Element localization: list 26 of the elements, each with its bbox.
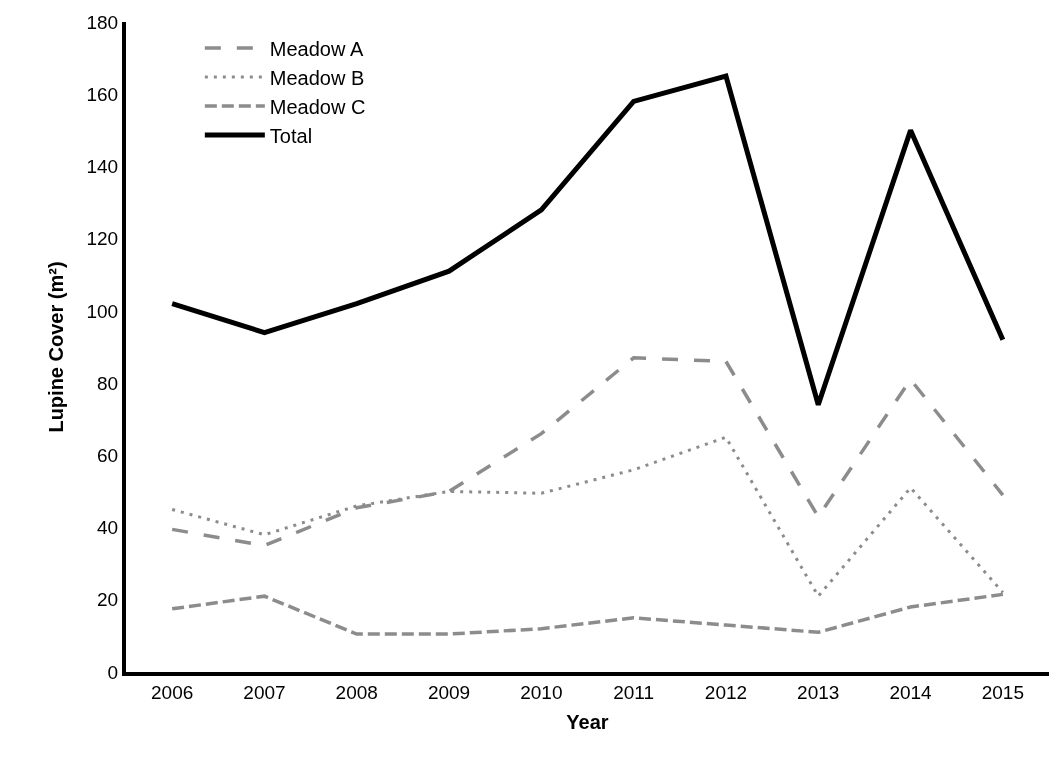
y-tick-label: 20: [97, 589, 119, 611]
y-tick-label: 120: [86, 228, 119, 250]
x-tick-label: 2007: [243, 681, 286, 703]
legend-label: Meadow A: [269, 37, 364, 60]
y-tick-label: 160: [86, 83, 119, 105]
x-tick-label: 2008: [335, 681, 378, 703]
legend-label: Meadow B: [269, 66, 365, 89]
y-axis-title: Lupine Cover (m²): [45, 261, 68, 433]
y-tick-label: 80: [97, 372, 119, 394]
x-tick-label: 2014: [889, 681, 933, 703]
x-tick-label: 2011: [613, 681, 655, 703]
y-tick-label: 60: [97, 444, 119, 466]
y-tick-label: 140: [86, 156, 119, 178]
y-tick-label: 180: [86, 11, 119, 33]
y-tick-label: 40: [97, 517, 119, 539]
x-tick-label: 2015: [981, 681, 1024, 703]
y-tick-label: 0: [107, 661, 119, 683]
y-tick-label: 100: [86, 300, 119, 322]
x-tick-label: 2012: [704, 681, 748, 703]
x-tick-label: 2010: [520, 681, 563, 703]
legend-label: Meadow C: [269, 95, 366, 118]
x-tick-label: 2006: [151, 681, 194, 703]
x-axis-title: Year: [566, 710, 609, 733]
x-tick-label: 2009: [427, 681, 471, 703]
x-tick-label: 2013: [797, 681, 840, 703]
legend-label: Total: [269, 124, 313, 147]
